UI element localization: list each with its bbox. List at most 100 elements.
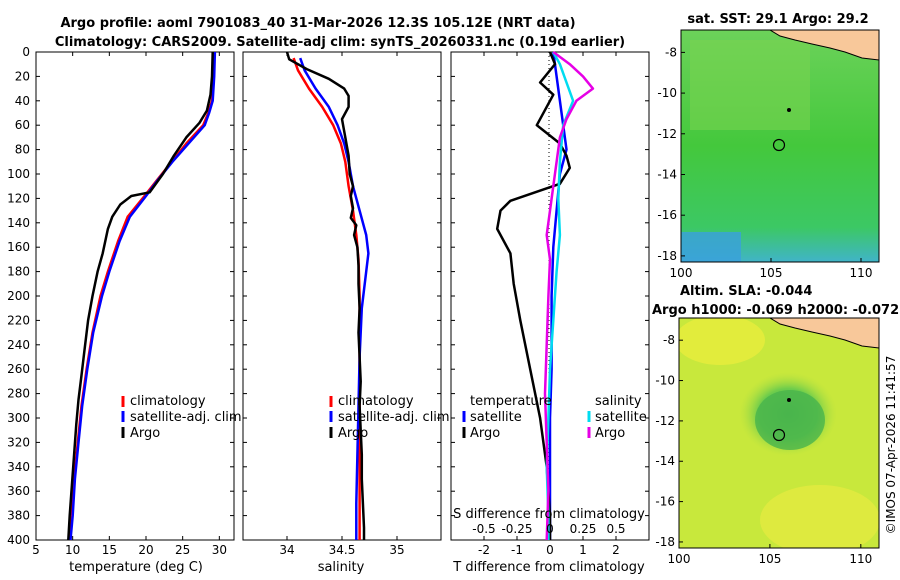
map-y-tick-label: -14 bbox=[657, 167, 677, 181]
legend-label-satellite: satellite-adj. clim bbox=[130, 410, 242, 425]
map-y-tick-label: -8 bbox=[665, 45, 677, 59]
legend-label-satellite: satellite-adj. clim bbox=[338, 410, 450, 425]
y-tick-label: 160 bbox=[7, 240, 30, 254]
legend-label-s-argo: Argo bbox=[595, 426, 625, 441]
legend-label-t-satellite: satellite bbox=[470, 410, 522, 425]
sst-cool-patch bbox=[681, 232, 741, 262]
salinity-axis: 34 34.5 35 bbox=[279, 52, 405, 557]
figure-title-line2: Climatology: CARS2009. Satellite-adj cli… bbox=[55, 35, 625, 50]
y-tick-label: 360 bbox=[7, 484, 30, 498]
x-tick-label: -1 bbox=[511, 543, 523, 557]
sla-yellow-patch-south bbox=[760, 485, 879, 548]
temperature-panel: 0 20 40 60 80 100 120 140 160 180 200 220 240 260 280 3… bbox=[7, 45, 242, 575]
series-line-satellite-adj-clim bbox=[69, 51, 217, 541]
series-line-t-argo bbox=[495, 51, 572, 540]
s-tick-label: 0.5 bbox=[606, 522, 625, 536]
y-tick-label: 0 bbox=[22, 45, 30, 59]
x-tick-label: 5 bbox=[32, 543, 40, 557]
sla-map-panel: Altim. SLA: -0.044 Argo h1000: -0.069 h2… bbox=[652, 284, 899, 566]
salinity-depth-ticks bbox=[243, 51, 441, 541]
map-x-tick-label: 110 bbox=[849, 552, 872, 566]
sst-map-panel: sat. SST: 29.1 Argo: 29.2 100 105 110 -8 -10… bbox=[657, 12, 880, 280]
map-y-tick-label: -16 bbox=[657, 208, 677, 222]
legend-label-climatology: climatology bbox=[338, 394, 414, 409]
map-y-tick-label: -14 bbox=[655, 454, 675, 468]
y-tick-label: 340 bbox=[7, 460, 30, 474]
y-tick-label: 20 bbox=[15, 69, 30, 83]
map-y-tick-label: -12 bbox=[657, 127, 677, 141]
difference-lines bbox=[495, 50, 595, 541]
x-tick-label: 0 bbox=[546, 543, 554, 557]
y-tick-label: 380 bbox=[7, 509, 30, 523]
salinity-panel: 34 34.5 35 salinity climatology satellite-… bbox=[242, 51, 450, 575]
temperature-xlabel: temperature (deg C) bbox=[69, 560, 203, 575]
map-y-tick-label: -8 bbox=[663, 333, 675, 347]
legend-label-argo: Argo bbox=[130, 426, 160, 441]
salinity-xlabel: salinity bbox=[318, 560, 365, 575]
s-tick-label: -0.5 bbox=[472, 522, 495, 536]
series-line-argo bbox=[67, 51, 214, 541]
salinity-lines bbox=[285, 51, 370, 540]
x-tick-label: 1 bbox=[579, 543, 587, 557]
y-tick-label: 140 bbox=[7, 216, 30, 230]
x-tick-label: -2 bbox=[478, 543, 490, 557]
y-tick-label: 40 bbox=[15, 94, 30, 108]
x-tick-label: 2 bbox=[612, 543, 620, 557]
s-tick-label: 0.25 bbox=[570, 522, 597, 536]
sst-java-land bbox=[769, 30, 879, 61]
t-difference-xlabel: T difference from climatology bbox=[452, 560, 645, 575]
legend-title-salinity: salinity bbox=[595, 394, 642, 409]
sla-map-frame bbox=[678, 317, 880, 549]
depth-axis: 0 20 40 60 80 100 120 140 160 180 200 220 240 260 280 3… bbox=[7, 45, 234, 547]
sla-map-title-line2: Argo h1000: -0.069 h2000: -0.072 bbox=[652, 303, 899, 318]
y-tick-label: 280 bbox=[7, 387, 30, 401]
y-tick-label: 400 bbox=[7, 533, 30, 547]
map-x-tick-label: 105 bbox=[760, 266, 783, 280]
sla-map-axes: 100 105 110 -8 -10 -12 -14 -16 -18 bbox=[655, 333, 872, 566]
series-line-satellite-adj-clim bbox=[299, 57, 370, 540]
temperature-legend: climatology satellite-adj. clim Argo bbox=[121, 394, 242, 441]
x-tick-label: 15 bbox=[102, 543, 117, 557]
y-tick-label: 200 bbox=[7, 289, 30, 303]
x-tick-label: 10 bbox=[65, 543, 80, 557]
map-y-tick-label: -10 bbox=[655, 374, 675, 388]
x-tick-label: 34.5 bbox=[329, 543, 356, 557]
sst-map-frame bbox=[680, 29, 880, 263]
map-y-tick-label: -16 bbox=[655, 495, 675, 509]
difference-panel: -2 -1 0 1 2 T difference from climatology S … bbox=[450, 50, 650, 575]
legend-label-climatology: climatology bbox=[130, 394, 206, 409]
x-tick-label: 34 bbox=[279, 543, 294, 557]
sst-warm-patch bbox=[690, 40, 810, 130]
s-tick-label: -0.25 bbox=[501, 522, 532, 536]
map-y-tick-label: -10 bbox=[657, 86, 677, 100]
salinity-legend: climatology satellite-adj. clim Argo bbox=[329, 394, 450, 441]
map-x-tick-label: 110 bbox=[850, 266, 873, 280]
x-tick-label: 25 bbox=[175, 543, 190, 557]
legend-label-s-satellite: satellite bbox=[595, 410, 647, 425]
y-tick-label: 80 bbox=[15, 143, 30, 157]
y-tick-label: 120 bbox=[7, 191, 30, 205]
y-tick-label: 300 bbox=[7, 411, 30, 425]
imos-watermark: ©IMOS 07-Apr-2026 11:41:57 bbox=[884, 356, 898, 535]
difference-depth-ticks bbox=[451, 51, 649, 541]
y-tick-label: 100 bbox=[7, 167, 30, 181]
map-x-tick-label: 100 bbox=[670, 266, 693, 280]
map-x-tick-label: 105 bbox=[758, 552, 781, 566]
s-difference-axis: -0.5 -0.25 0 0.25 0.5 bbox=[472, 522, 625, 536]
sla-java-land bbox=[769, 318, 879, 349]
y-tick-label: 60 bbox=[15, 118, 30, 132]
y-tick-label: 260 bbox=[7, 362, 30, 376]
map-y-tick-label: -18 bbox=[657, 249, 677, 263]
difference-legend: temperature salinity satellite Argo sate… bbox=[462, 394, 647, 441]
sla-map-title-line1: Altim. SLA: -0.044 bbox=[680, 284, 812, 299]
series-line-argo bbox=[285, 51, 366, 540]
temperature-axis: 5 10 15 20 25 30 bbox=[32, 52, 227, 557]
sst-argo-marker bbox=[772, 138, 786, 152]
sla-low-core bbox=[755, 390, 825, 450]
sst-christmas-island bbox=[787, 108, 791, 112]
s-tick-label: 0 bbox=[546, 522, 554, 536]
x-tick-label: 35 bbox=[389, 543, 404, 557]
map-x-tick-label: 100 bbox=[668, 552, 691, 566]
